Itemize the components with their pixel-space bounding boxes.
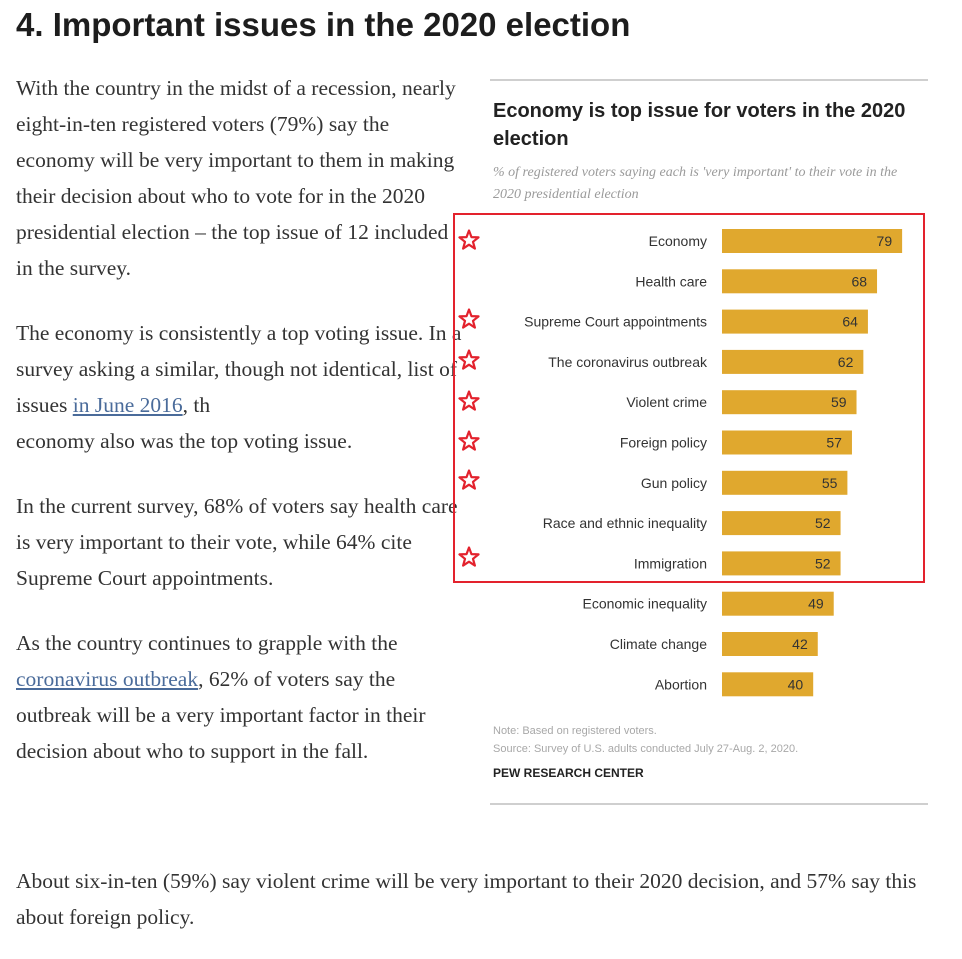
star-icon-foreign-policy: [458, 430, 480, 451]
bar-chart: Economy 79 Health care 68 Supreme Court appo…: [524, 229, 903, 697]
category-label-health-care: Health care: [635, 273, 707, 289]
value-label-health-care: 68: [851, 273, 867, 289]
paragraph-violent-crime: About six-in-ten (59%) say violent crime…: [16, 869, 917, 929]
paragraph-coronavirus: As the country continues to grapple with…: [16, 625, 468, 769]
star-icon-the-coronavirus-outbreak: [458, 349, 480, 370]
bar-the-coronavirus-outbreak: [722, 349, 864, 374]
coronavirus-outbreak-link[interactable]: coronavirus outbreak: [16, 667, 199, 691]
bar-economy: [722, 229, 903, 253]
category-label-immigration: Immigration: [634, 555, 707, 571]
paragraph-text: As the country continues to grapple with…: [16, 631, 398, 655]
june-2016-link[interactable]: in June 2016: [72, 393, 183, 417]
value-label-immigration: 52: [815, 555, 831, 571]
value-label-climate-change: 42: [792, 636, 808, 652]
article-body: With the country in the midst of a reces…: [16, 70, 468, 798]
star-icon-immigration: [458, 546, 480, 567]
category-label-race-and-ethnic-inequality: Race and ethnic inequality: [543, 515, 707, 531]
bar-gun-policy: [722, 470, 848, 495]
paragraph-health-care: In the current survey, 68% of voters say…: [16, 494, 458, 590]
bar-race-and-ethnic-inequality: [722, 511, 841, 536]
paragraph-text-clipped: , th: [182, 393, 211, 417]
value-label-economy: 79: [877, 233, 893, 249]
chart-source: Source: Survey of U.S. adults conducted …: [493, 743, 799, 755]
category-label-economic-inequality: Economic inequality: [582, 596, 707, 612]
category-label-economy: Economy: [649, 233, 707, 249]
bar-supreme-court-appointments: [722, 309, 868, 334]
category-label-gun-policy: Gun policy: [641, 475, 707, 491]
bar-abortion: [722, 672, 814, 697]
paragraph-text-end: economy also was the top voting issue.: [16, 429, 353, 453]
category-label-violent-crime: Violent crime: [626, 394, 707, 410]
star-icon-economy: [458, 229, 480, 250]
paragraph-economy-history: The economy is consistently a top voting…: [16, 315, 468, 459]
category-label-the-coronavirus-outbreak: The coronavirus outbreak: [548, 354, 708, 370]
chart-bottom-rule: [490, 803, 928, 805]
category-label-climate-change: Climate change: [610, 636, 707, 652]
bar-immigration: [722, 551, 841, 576]
value-label-the-coronavirus-outbreak: 62: [838, 354, 854, 370]
value-label-supreme-court-appointments: 64: [842, 314, 858, 330]
value-label-gun-policy: 55: [822, 475, 838, 491]
bar-economic-inequality: [722, 591, 834, 616]
highlight-box: [453, 213, 925, 583]
chart-title: Economy is top issue for voters in the 2…: [493, 100, 906, 150]
category-label-abortion: Abortion: [655, 676, 707, 692]
page-heading: 4. Important issues in the 2020 election: [16, 6, 631, 43]
paragraph-text: The economy is consistently a top voting…: [16, 321, 462, 417]
value-label-abortion: 40: [788, 676, 804, 692]
category-label-foreign-policy: Foreign policy: [620, 435, 707, 451]
pew-research-center-label: PEW RESEARCH CENTER: [493, 766, 644, 780]
chart-top-rule: [490, 79, 928, 81]
chart-subtitle: % of registered voters saying each is 'v…: [493, 165, 898, 202]
chart-note: Note: Based on registered voters.: [493, 725, 657, 737]
star-icon-gun-policy: [458, 469, 480, 490]
paragraph-recession: With the country in the midst of a reces…: [16, 76, 456, 280]
value-label-race-and-ethnic-inequality: 52: [815, 515, 831, 531]
value-label-economic-inequality: 49: [808, 596, 824, 612]
bar-climate-change: [722, 632, 818, 656]
value-label-violent-crime: 59: [831, 394, 847, 410]
bar-violent-crime: [722, 390, 857, 415]
paragraph-text: , 62% of voters say the outbreak will be…: [16, 667, 426, 763]
bar-health-care: [722, 269, 878, 294]
bar-foreign-policy: [722, 430, 852, 455]
value-label-foreign-policy: 57: [826, 435, 842, 451]
category-label-supreme-court-appointments: Supreme Court appointments: [524, 314, 707, 330]
star-icon-violent-crime: [458, 390, 480, 411]
star-icon-supreme-court-appointments: [458, 308, 480, 329]
